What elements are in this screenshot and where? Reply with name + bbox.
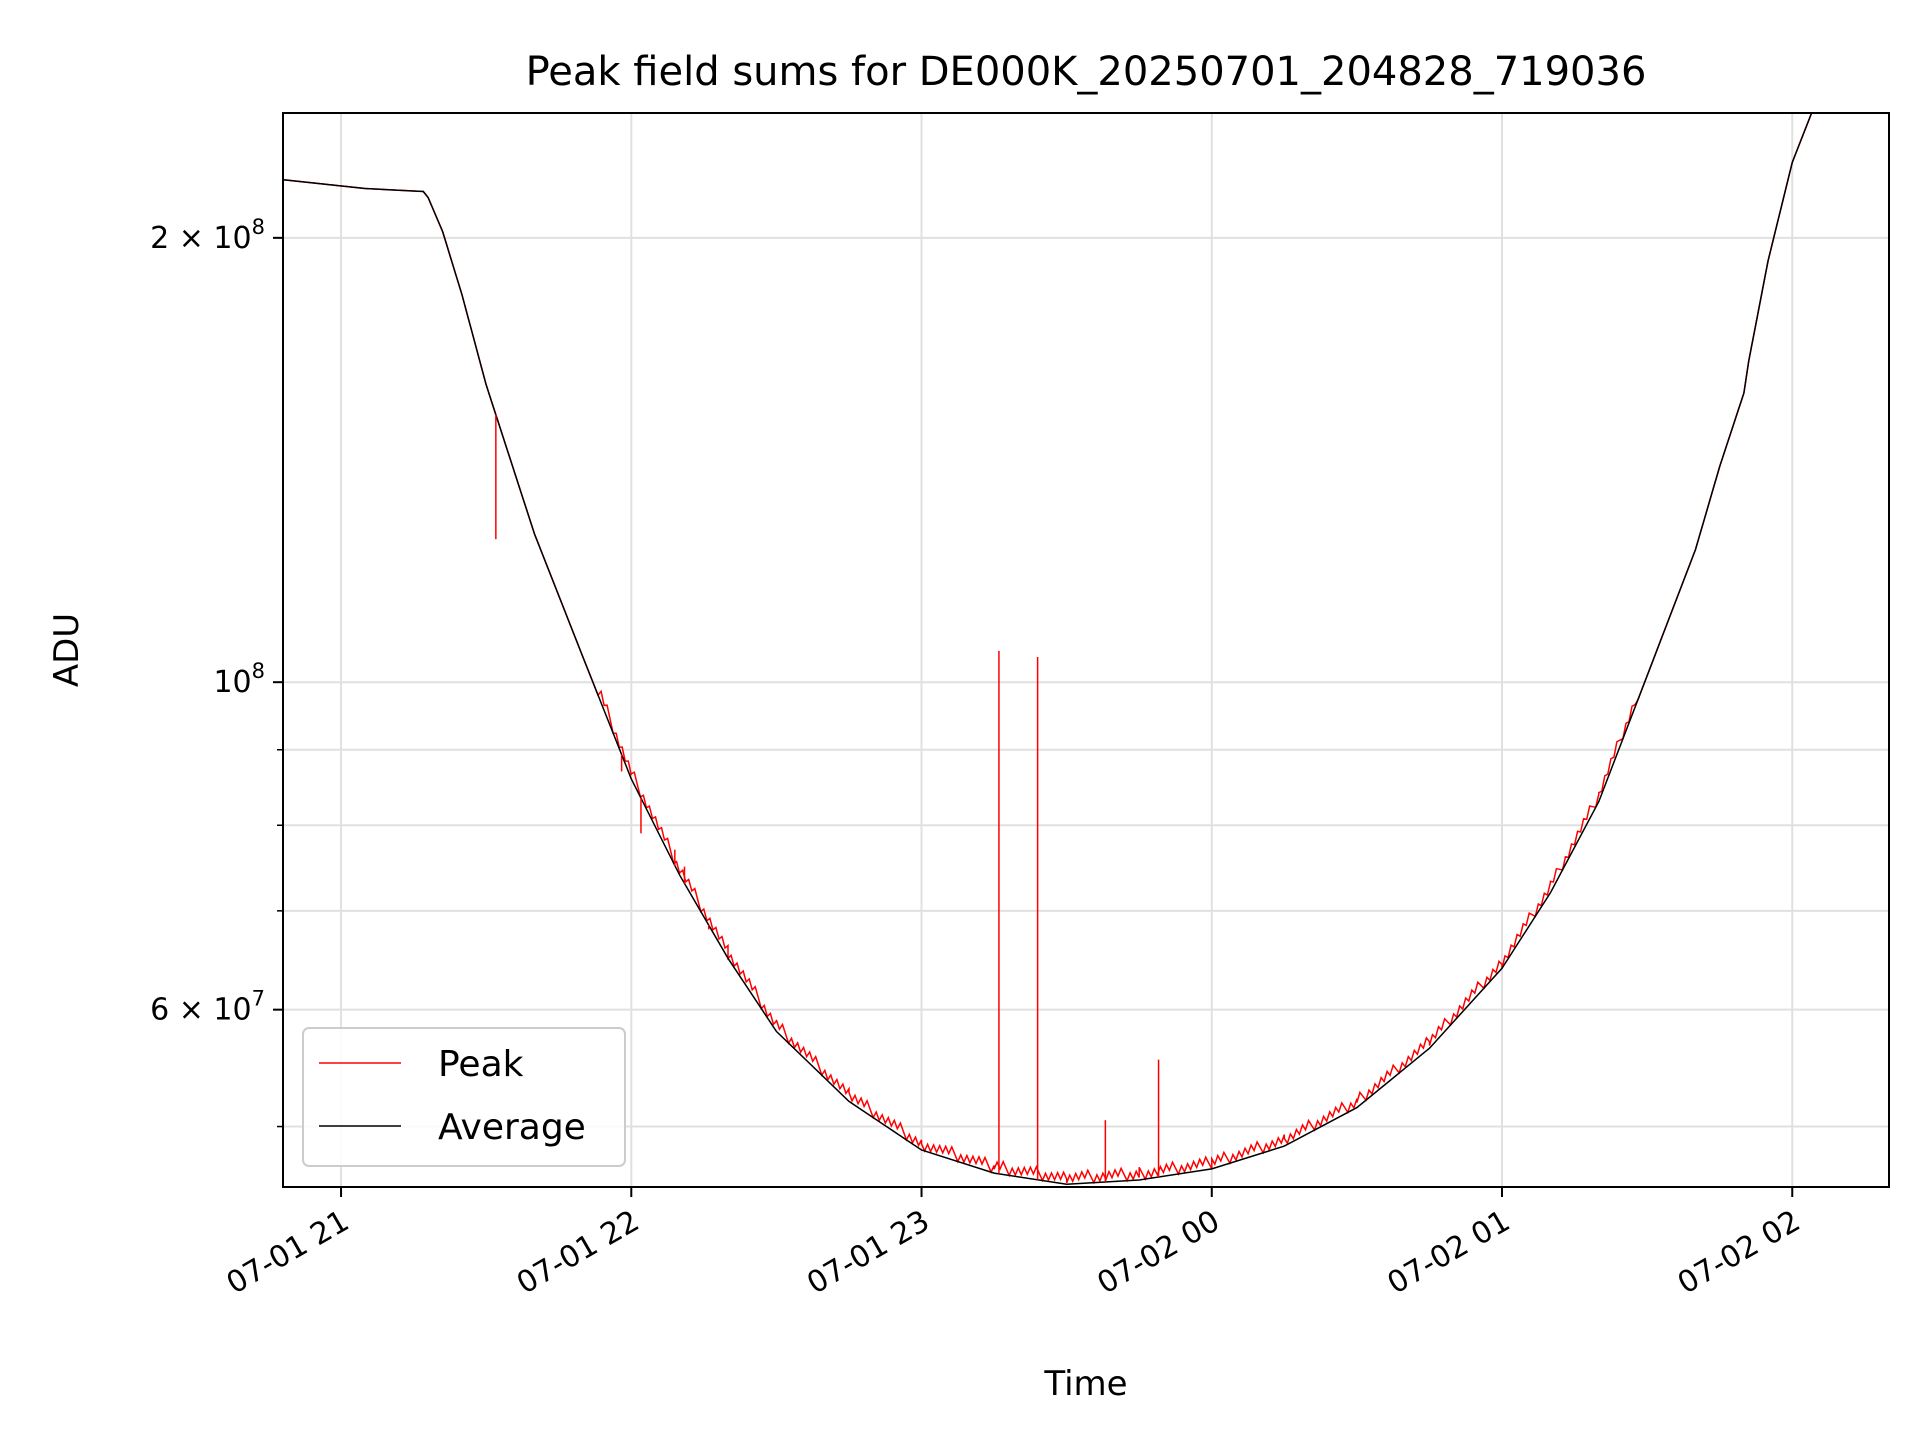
series-peak-line	[282, 112, 1889, 1185]
x-tick-label: 07-02 02	[1672, 1204, 1806, 1302]
chart-title: Peak field sums for DE000K_20250701_2048…	[526, 49, 1647, 95]
grid-layer	[283, 113, 1889, 1187]
legend: Peak Average	[302, 1027, 626, 1167]
y-axis-title: ADU	[47, 613, 87, 687]
x-tick-label: 07-01 22	[511, 1204, 645, 1302]
y-tick-label: 6 × 107	[150, 987, 265, 1028]
x-tick-label: 07-01 23	[801, 1204, 935, 1302]
x-tick-label: 07-01 21	[221, 1204, 355, 1302]
x-axis-ticks: 07-01 21 07-01 22 07-01 23 07-02 00 07-02 01…	[221, 1187, 1806, 1302]
legend-label-average: Average	[438, 1107, 586, 1148]
legend-label-peak: Peak	[438, 1044, 524, 1085]
x-axis-title: Time	[1043, 1364, 1127, 1404]
y-axis-ticks: 2 × 108 108 6 × 107	[150, 215, 283, 1128]
series-layer	[282, 112, 1889, 1185]
x-tick-label: 07-02 01	[1382, 1204, 1516, 1302]
y-tick-label: 108	[213, 659, 265, 700]
x-tick-label: 07-02 00	[1091, 1204, 1225, 1302]
plot-frame	[282, 112, 1890, 1188]
y-tick-label: 2 × 108	[150, 215, 265, 256]
series-average-line	[282, 112, 1889, 1185]
